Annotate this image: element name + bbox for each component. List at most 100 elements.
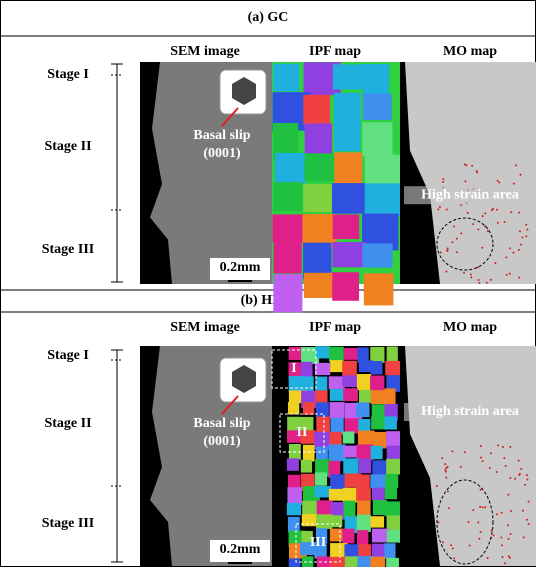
strain-dot: [467, 212, 469, 214]
strain-dot: [456, 238, 458, 240]
strain-dot: [478, 282, 480, 284]
strain-dot: [497, 444, 499, 446]
strain-dot: [519, 230, 521, 232]
stage-label: Stage III: [42, 242, 95, 257]
strain-dot: [442, 541, 444, 543]
strain-dot: [453, 557, 455, 559]
grain: [384, 416, 396, 429]
grain: [316, 514, 332, 529]
strain-dot: [460, 204, 462, 206]
grain: [371, 390, 387, 404]
strain-dot: [436, 485, 438, 487]
strain-dot: [487, 557, 489, 559]
strain-dot: [460, 466, 462, 468]
strain-dot: [472, 223, 474, 225]
grain: [301, 362, 313, 378]
strain-dot: [478, 538, 480, 540]
grain: [343, 458, 358, 474]
strain-dot: [525, 235, 527, 237]
strain-dot: [486, 282, 488, 284]
grain: [358, 544, 371, 556]
strain-dot: [487, 230, 489, 232]
grain: [317, 500, 333, 516]
grain: [330, 557, 347, 567]
strain-dot: [437, 521, 439, 523]
strain-dot: [447, 466, 449, 468]
grain: [273, 64, 299, 92]
grain: [371, 416, 385, 429]
strain-dot: [524, 484, 526, 486]
grain: [372, 488, 385, 501]
strain-dot: [501, 512, 503, 514]
column-header: MO map: [443, 44, 497, 59]
strain-dot: [481, 506, 483, 508]
strain-dot: [448, 507, 450, 509]
grain: [359, 390, 372, 403]
strain-dot: [447, 249, 449, 251]
strain-dot: [482, 460, 484, 462]
grain: [345, 556, 360, 567]
strain-dot: [447, 490, 449, 492]
grain: [287, 503, 301, 515]
strain-dot: [504, 562, 506, 564]
grain: [314, 486, 331, 497]
grain: [275, 153, 306, 184]
strain-dot: [440, 251, 442, 253]
strain-dot: [526, 479, 528, 481]
strain-dot: [521, 237, 523, 239]
figure: (a) GC (b) HMC SEM imageIPF mapMO mapSta…: [0, 0, 536, 567]
column-header: SEM image: [170, 320, 240, 335]
grain: [356, 402, 369, 417]
stage-label: Stage I: [47, 348, 89, 363]
panel: SEM imageIPF mapMO mapStage IStage IISta…: [42, 320, 536, 567]
strain-dot: [478, 279, 480, 281]
grain: [362, 243, 392, 267]
grain: [342, 361, 357, 376]
strain-dot: [515, 164, 517, 166]
grain: [344, 501, 356, 518]
strain-dot: [480, 457, 482, 459]
strain-dot: [509, 446, 511, 448]
grain: [273, 242, 301, 273]
grain: [384, 543, 395, 558]
strain-dot: [444, 463, 446, 465]
panel: SEM imageIPF mapMO mapStage IStage IISta…: [42, 44, 536, 312]
strain-dot: [514, 478, 516, 480]
strain-dot: [500, 537, 502, 539]
strain-dot: [494, 262, 496, 264]
strain-dot: [526, 474, 528, 476]
grain: [332, 272, 359, 301]
grain: [289, 376, 303, 392]
strain-dot: [446, 209, 448, 211]
grain: [301, 376, 314, 392]
grain: [344, 348, 359, 360]
strain-dot: [520, 174, 522, 176]
strain-dot: [518, 474, 520, 476]
strain-dot: [513, 183, 515, 185]
strain-dot: [502, 446, 504, 448]
strain-dot: [470, 274, 472, 276]
grain: [330, 389, 346, 401]
strain-dot: [510, 533, 512, 535]
strain-dot: [482, 215, 484, 217]
grain: [384, 388, 395, 404]
grain: [363, 64, 389, 96]
strain-dot: [504, 221, 506, 223]
strain-dot: [503, 457, 505, 459]
grain: [343, 431, 355, 443]
grain: [370, 361, 382, 374]
strain-dot: [464, 180, 466, 182]
strain-dot: [507, 494, 509, 496]
grain: [305, 123, 333, 156]
grain: [329, 402, 344, 418]
grain: [316, 346, 330, 358]
grain: [385, 474, 398, 488]
strain-dot: [477, 228, 479, 230]
strain-dot: [469, 544, 471, 546]
column-header: IPF map: [309, 320, 361, 335]
strain-dot: [447, 247, 449, 249]
grain: [301, 460, 312, 473]
strain-dot: [518, 277, 520, 279]
strain-dot: [480, 489, 482, 491]
strain-dot: [526, 519, 528, 521]
